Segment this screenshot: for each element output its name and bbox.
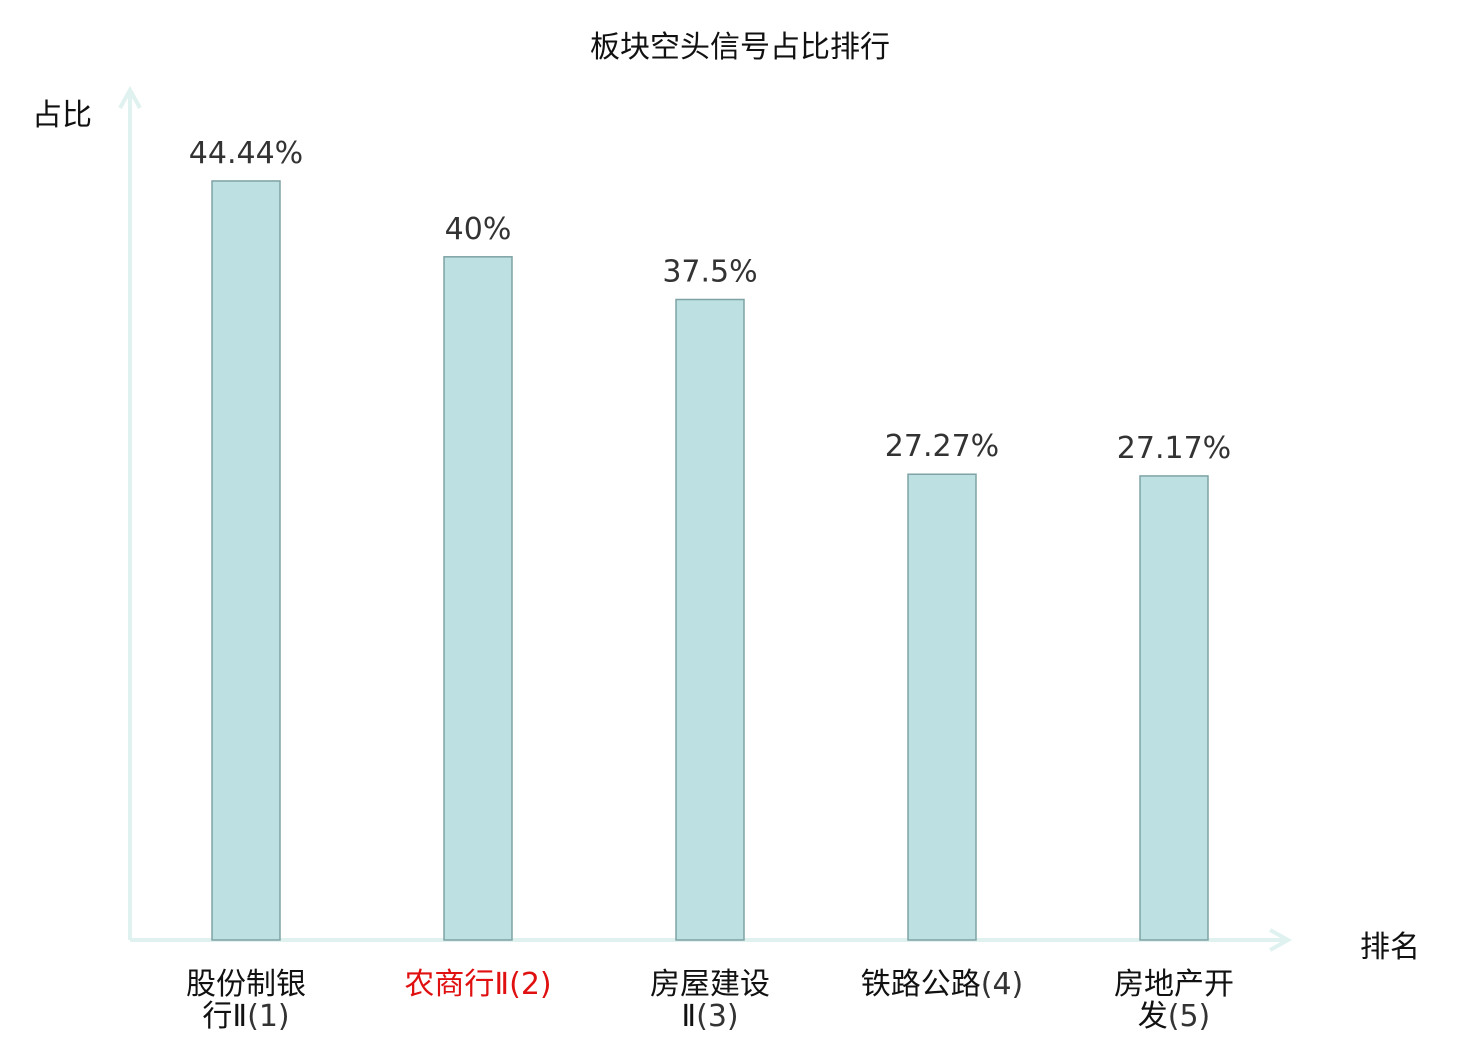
- x-tick-label-line2: Ⅱ(3): [681, 999, 738, 1034]
- bar: [907, 473, 977, 941]
- data-label: 27.27%: [885, 429, 999, 464]
- x-tick-label: 房屋建设: [650, 967, 770, 1002]
- x-tick-label-line2: 行Ⅱ(1): [202, 999, 289, 1034]
- y-axis-title: 占比: [32, 98, 92, 133]
- x-tick-label: 铁路公路(4): [861, 967, 1024, 1002]
- x-axis-arrow: [1269, 928, 1293, 952]
- data-label: 44.44%: [189, 136, 303, 171]
- chart-title: 板块空头信号占比排行: [590, 30, 890, 65]
- data-label: 27.17%: [1117, 431, 1231, 466]
- x-axis-title: 排名: [1360, 930, 1420, 965]
- x-tick-label: 股份制银: [186, 967, 306, 1002]
- x-tick-label: 农商行Ⅱ(2): [404, 967, 551, 1002]
- y-axis-arrow: [118, 85, 142, 109]
- bar: [1139, 475, 1209, 941]
- x-tick-label: 房地产开: [1114, 967, 1234, 1002]
- bar: [443, 256, 513, 941]
- data-label: 37.5%: [662, 255, 757, 290]
- bar: [211, 180, 281, 941]
- x-tick-label-line2: 发(5): [1138, 999, 1211, 1034]
- data-label: 40%: [445, 212, 512, 247]
- bar: [675, 298, 745, 941]
